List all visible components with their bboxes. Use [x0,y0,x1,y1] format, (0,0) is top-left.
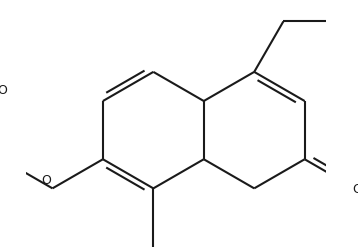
Text: O: O [41,174,51,187]
Text: O: O [0,84,7,97]
Text: O: O [353,184,358,196]
